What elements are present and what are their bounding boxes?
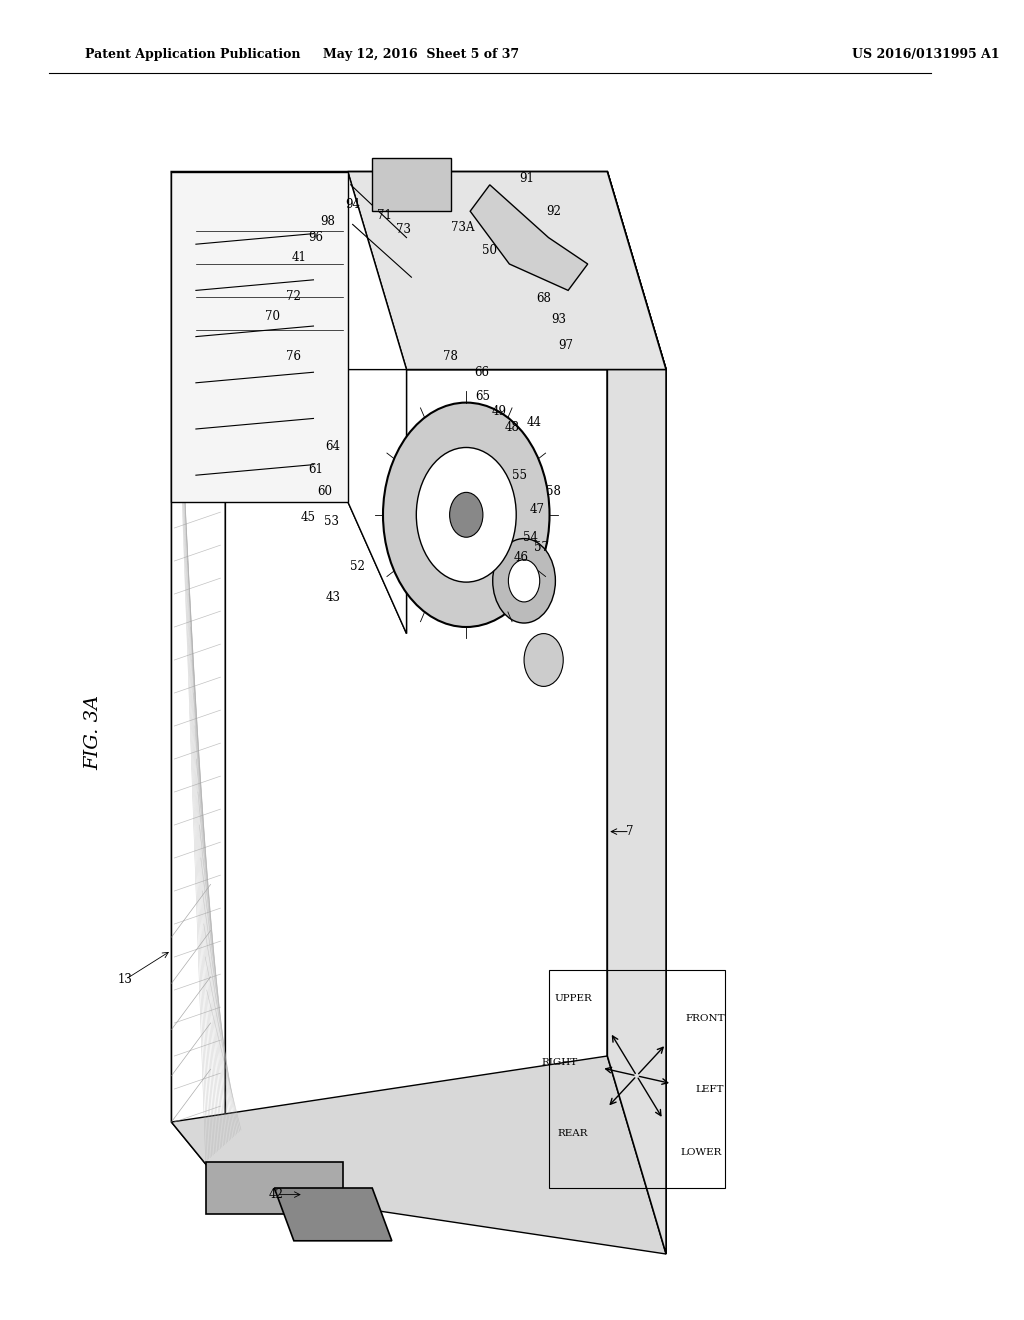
Text: 96: 96 bbox=[308, 231, 323, 244]
Circle shape bbox=[417, 447, 516, 582]
Text: 64: 64 bbox=[326, 440, 341, 453]
Polygon shape bbox=[348, 172, 407, 634]
Text: LEFT: LEFT bbox=[695, 1085, 724, 1093]
Text: 57: 57 bbox=[535, 541, 549, 554]
Text: 55: 55 bbox=[512, 469, 526, 482]
Text: 71: 71 bbox=[377, 209, 391, 222]
Text: 78: 78 bbox=[443, 350, 458, 363]
Circle shape bbox=[493, 539, 555, 623]
Text: 72: 72 bbox=[287, 290, 301, 304]
Text: 68: 68 bbox=[537, 292, 551, 305]
Text: 13: 13 bbox=[118, 973, 133, 986]
Text: REAR: REAR bbox=[557, 1129, 588, 1138]
Polygon shape bbox=[171, 172, 666, 370]
Text: 50: 50 bbox=[482, 244, 498, 257]
Text: 65: 65 bbox=[475, 389, 490, 403]
Text: LOWER: LOWER bbox=[681, 1148, 722, 1158]
Text: 73A: 73A bbox=[451, 220, 474, 234]
Polygon shape bbox=[171, 172, 225, 1188]
Text: 61: 61 bbox=[308, 463, 323, 477]
Text: 43: 43 bbox=[326, 591, 341, 605]
Text: 41: 41 bbox=[291, 251, 306, 264]
Text: 54: 54 bbox=[523, 531, 539, 544]
Text: 58: 58 bbox=[546, 484, 561, 498]
Polygon shape bbox=[348, 172, 666, 370]
Text: 66: 66 bbox=[474, 366, 489, 379]
Text: 70: 70 bbox=[265, 310, 280, 323]
Text: 47: 47 bbox=[529, 503, 545, 516]
Text: 94: 94 bbox=[345, 198, 360, 211]
Text: 53: 53 bbox=[324, 515, 339, 528]
Text: 7: 7 bbox=[626, 825, 634, 838]
Text: 73: 73 bbox=[396, 223, 411, 236]
Text: 92: 92 bbox=[546, 205, 561, 218]
Text: 42: 42 bbox=[268, 1188, 284, 1201]
Text: FIG. 3A: FIG. 3A bbox=[84, 696, 102, 770]
Text: 93: 93 bbox=[551, 313, 566, 326]
Text: 45: 45 bbox=[301, 511, 316, 524]
Text: 91: 91 bbox=[519, 172, 535, 185]
Polygon shape bbox=[171, 172, 348, 502]
Text: 98: 98 bbox=[321, 215, 336, 228]
Polygon shape bbox=[206, 1162, 343, 1214]
Polygon shape bbox=[607, 172, 666, 1254]
Text: US 2016/0131995 A1: US 2016/0131995 A1 bbox=[852, 48, 999, 61]
Polygon shape bbox=[607, 172, 666, 1254]
Polygon shape bbox=[373, 158, 451, 211]
Text: 48: 48 bbox=[505, 421, 520, 434]
Text: 52: 52 bbox=[350, 560, 365, 573]
Text: May 12, 2016  Sheet 5 of 37: May 12, 2016 Sheet 5 of 37 bbox=[324, 48, 519, 61]
Text: 76: 76 bbox=[287, 350, 301, 363]
Circle shape bbox=[524, 634, 563, 686]
Text: Patent Application Publication: Patent Application Publication bbox=[85, 48, 301, 61]
Text: RIGHT: RIGHT bbox=[542, 1059, 578, 1067]
Polygon shape bbox=[348, 370, 407, 634]
Polygon shape bbox=[274, 1188, 392, 1241]
Text: 44: 44 bbox=[526, 416, 542, 429]
Circle shape bbox=[508, 560, 540, 602]
Text: 46: 46 bbox=[514, 550, 528, 564]
Text: FRONT: FRONT bbox=[686, 1014, 725, 1023]
Circle shape bbox=[450, 492, 483, 537]
Text: 97: 97 bbox=[559, 339, 573, 352]
Text: UPPER: UPPER bbox=[555, 994, 593, 1003]
Circle shape bbox=[383, 403, 550, 627]
Text: 60: 60 bbox=[317, 484, 333, 498]
Polygon shape bbox=[470, 185, 588, 290]
Text: 49: 49 bbox=[493, 405, 507, 418]
Polygon shape bbox=[171, 1056, 666, 1254]
